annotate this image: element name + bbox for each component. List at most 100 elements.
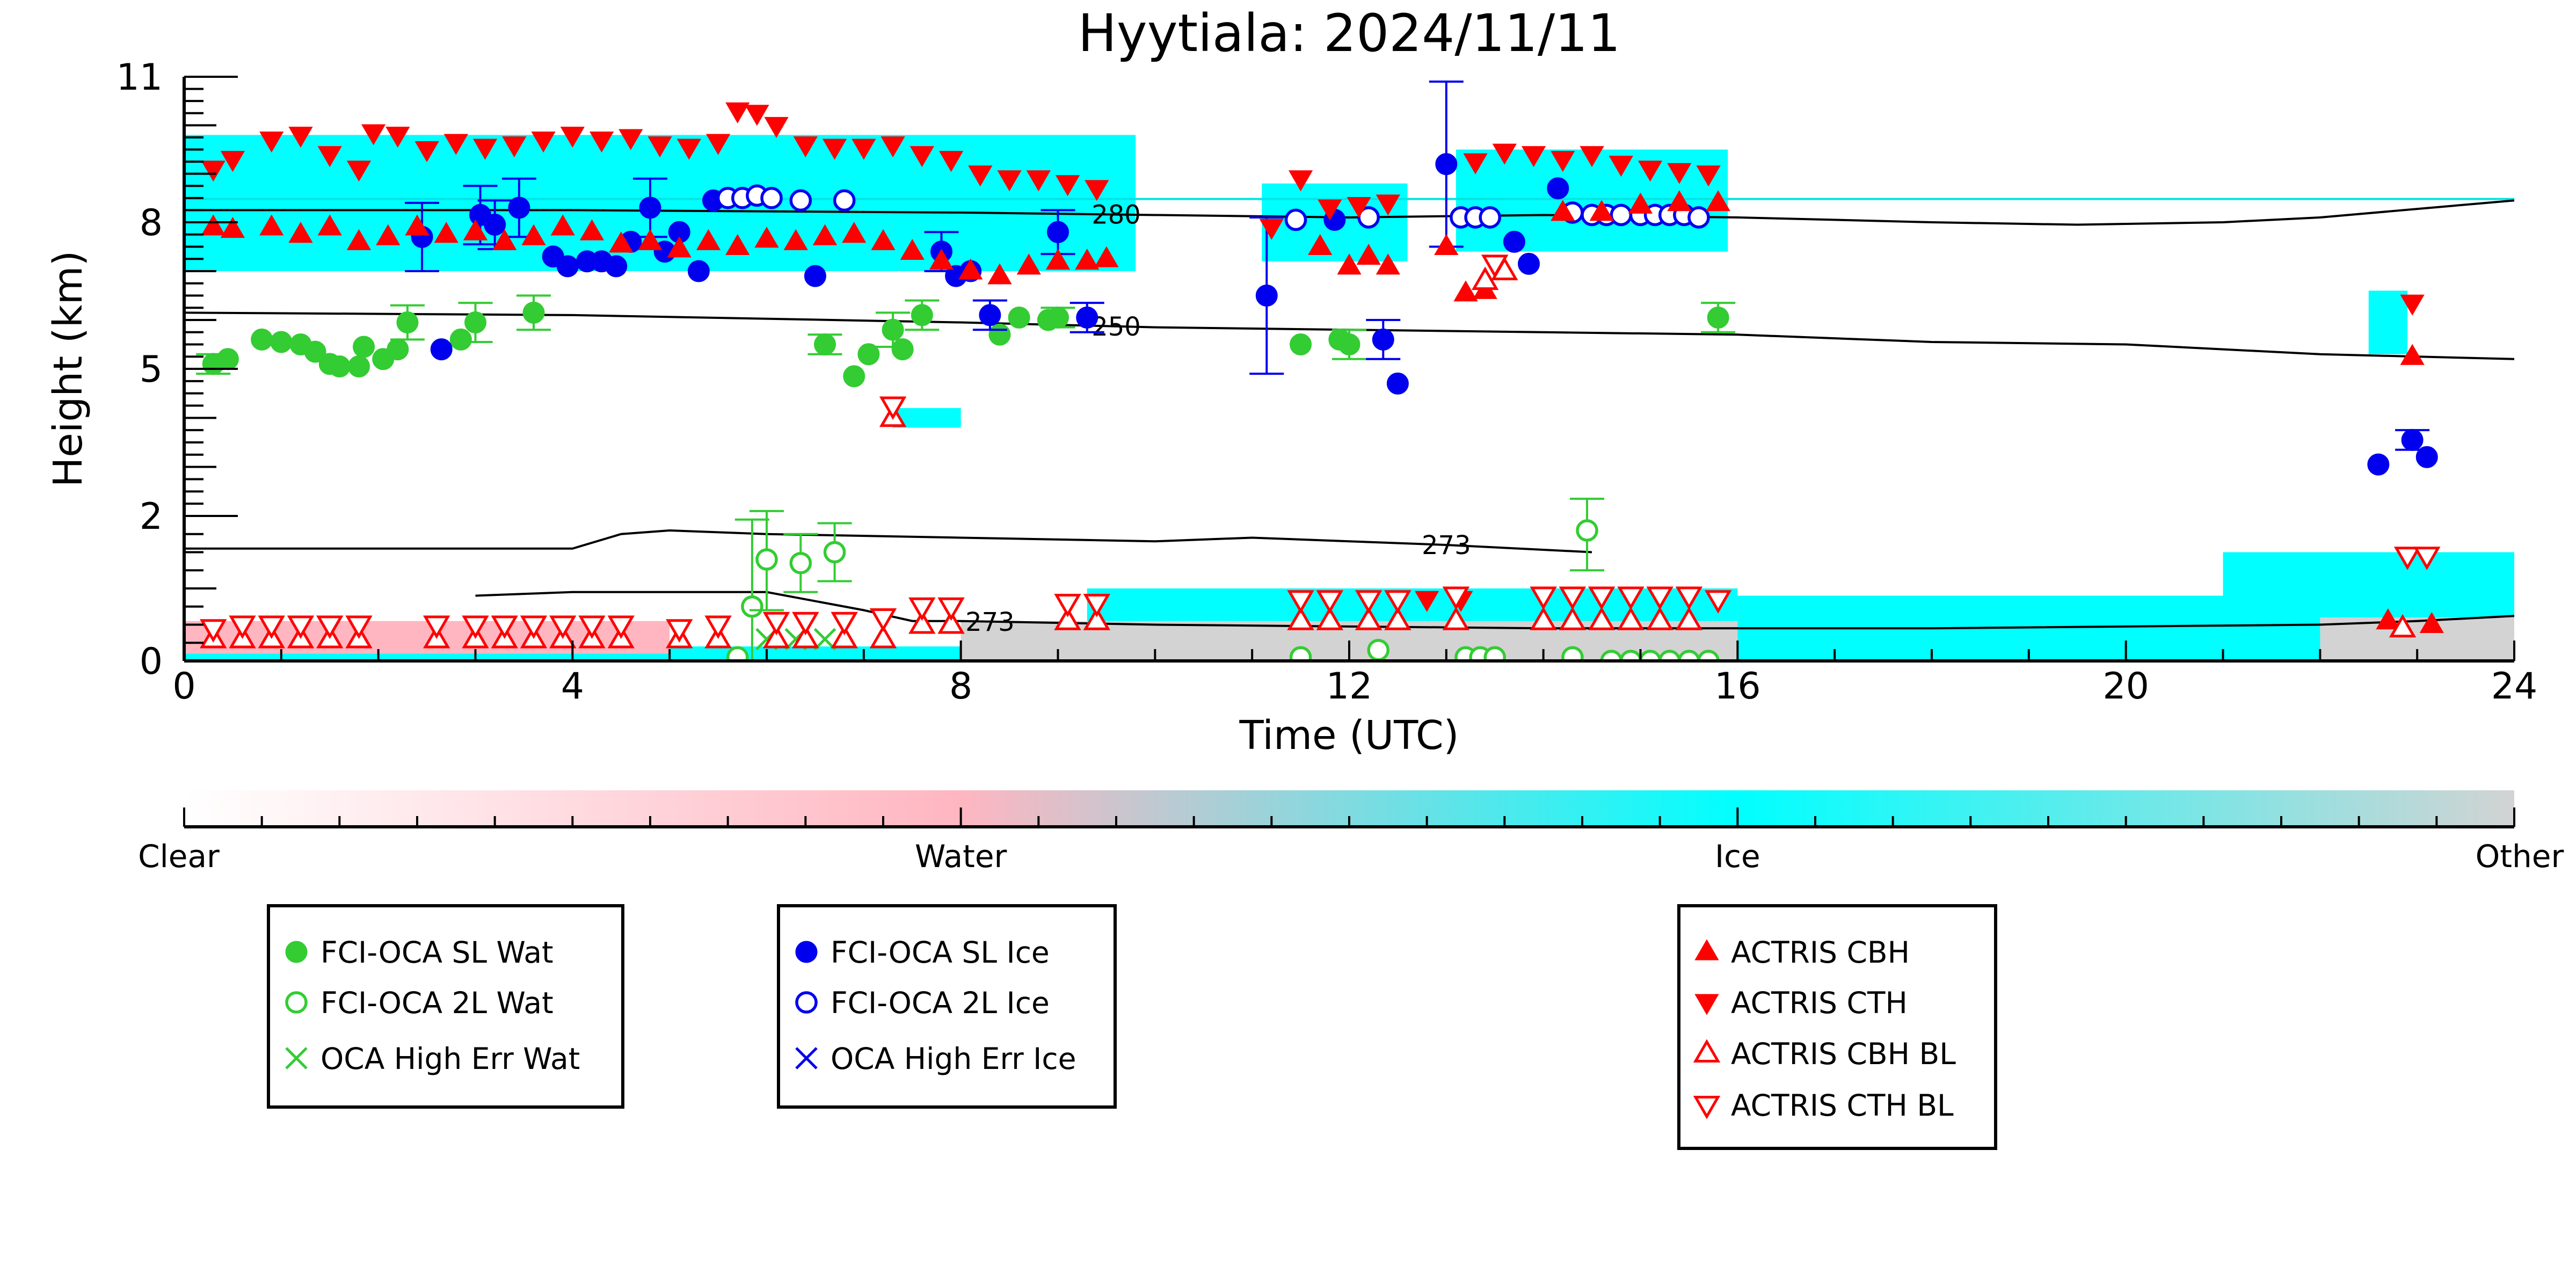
- legend-marker: [1693, 1039, 1721, 1063]
- contour-line-250: [184, 311, 2514, 360]
- x-tick-label: 16: [1714, 665, 1761, 708]
- data-point: [259, 214, 284, 236]
- data-point: [2415, 446, 2438, 468]
- legend-frame: [1677, 904, 1997, 1150]
- data-point: [879, 396, 907, 420]
- data-point: [938, 151, 964, 172]
- data-point: [1609, 156, 1633, 177]
- colorbar: Clear Water Ice Other: [138, 790, 2564, 875]
- data-point: [1386, 372, 1409, 395]
- data-point: [1483, 646, 1507, 661]
- legend-entry: OCA High Err Ice: [831, 1042, 1076, 1076]
- data-point: [317, 214, 342, 236]
- data-point: [1316, 607, 1344, 630]
- contour-label-250: 250: [1091, 312, 1141, 342]
- data-point: [1083, 607, 1111, 630]
- data-point: [1646, 586, 1673, 610]
- data-point: [201, 214, 225, 236]
- data-point: [1054, 607, 1081, 630]
- x-axis-label: Time (UTC): [1239, 712, 1459, 759]
- data-point: [328, 355, 351, 377]
- data-point: [1559, 586, 1587, 610]
- data-point: [988, 323, 1011, 346]
- data-point: [443, 134, 468, 155]
- legend-entry: ACTRIS CTH BL: [1731, 1088, 1954, 1123]
- data-point: [696, 229, 721, 250]
- data-point: [346, 229, 372, 250]
- data-point: [1255, 285, 1278, 307]
- legend-marker: [795, 991, 818, 1014]
- data-point: [1471, 266, 1499, 290]
- data-point: [1415, 591, 1439, 612]
- data-point: [1047, 221, 1069, 243]
- data-point: [463, 219, 488, 241]
- data-point: [1442, 607, 1470, 630]
- data-point: [1707, 306, 1729, 329]
- data-point: [353, 336, 375, 358]
- data-point: [908, 597, 936, 621]
- temperature-contours: 280 250 273 273: [184, 199, 2514, 637]
- data-point: [385, 126, 410, 148]
- data-point: [549, 615, 577, 639]
- data-point: [556, 255, 579, 278]
- data-point: [812, 224, 838, 245]
- data-point: [220, 216, 245, 238]
- data-point: [1372, 328, 1394, 351]
- data-point: [1675, 607, 1703, 630]
- data-point: [1287, 590, 1314, 614]
- data-point: [831, 624, 858, 649]
- legend-entry: FCI-OCA 2L Ice: [831, 986, 1050, 1020]
- data-point: [1284, 208, 1307, 231]
- data-point: [1518, 252, 1540, 275]
- data-point: [792, 624, 819, 649]
- y-tick-label: 0: [140, 641, 163, 683]
- data-point: [869, 608, 897, 632]
- y-axis-label: Height (km): [45, 251, 91, 487]
- data-point: [871, 229, 896, 250]
- data-point: [1384, 590, 1411, 614]
- data-point: [638, 229, 663, 250]
- classification-region-ice: [2368, 290, 2408, 354]
- series-actris-cth-bl: [200, 254, 2441, 643]
- data-point: [520, 615, 548, 639]
- data-point: [755, 548, 778, 571]
- data-point: [1076, 306, 1098, 329]
- legend-marker: [285, 1047, 308, 1069]
- legend-marker: [795, 941, 818, 963]
- data-point: [1521, 146, 1546, 168]
- data-point: [789, 551, 812, 574]
- data-point: [317, 146, 342, 168]
- data-point: [1617, 586, 1644, 610]
- data-point: [1026, 170, 1051, 192]
- colorbar-label-ice: Ice: [1715, 838, 1760, 875]
- data-point: [1704, 590, 1732, 614]
- data-point: [1453, 280, 1478, 302]
- axes: 0 4 8 12 16 20 24 0 2 5 8 11: [116, 56, 2537, 708]
- data-point: [229, 615, 256, 639]
- data-point: [1290, 333, 1312, 355]
- data-point: [789, 189, 812, 212]
- x-tick-label: 20: [2102, 665, 2149, 708]
- series-fci-oca-2l-wat: [726, 498, 1720, 661]
- data-point: [462, 615, 489, 639]
- data-point: [405, 214, 430, 236]
- data-point: [1318, 199, 1342, 221]
- data-point: [2400, 344, 2425, 365]
- data-point: [251, 328, 273, 351]
- legend-marker: [285, 991, 308, 1014]
- data-point: [804, 265, 826, 287]
- data-point: [1055, 175, 1080, 197]
- data-point: [725, 102, 750, 123]
- data-point: [287, 615, 315, 639]
- data-point: [201, 161, 225, 182]
- data-point: [705, 134, 731, 155]
- data-point: [502, 136, 527, 158]
- chart-title: Hyytiala: 2024/11/11: [1078, 3, 1621, 63]
- data-point: [900, 238, 925, 260]
- data-point: [423, 615, 450, 639]
- data-point: [472, 139, 498, 160]
- legends: FCI-OCA SL Wat FCI-OCA 2L Wat OCA High Err…: [267, 904, 1997, 1150]
- data-point: [1338, 333, 1360, 355]
- legend-frame: [267, 904, 624, 1109]
- data-point: [396, 311, 419, 334]
